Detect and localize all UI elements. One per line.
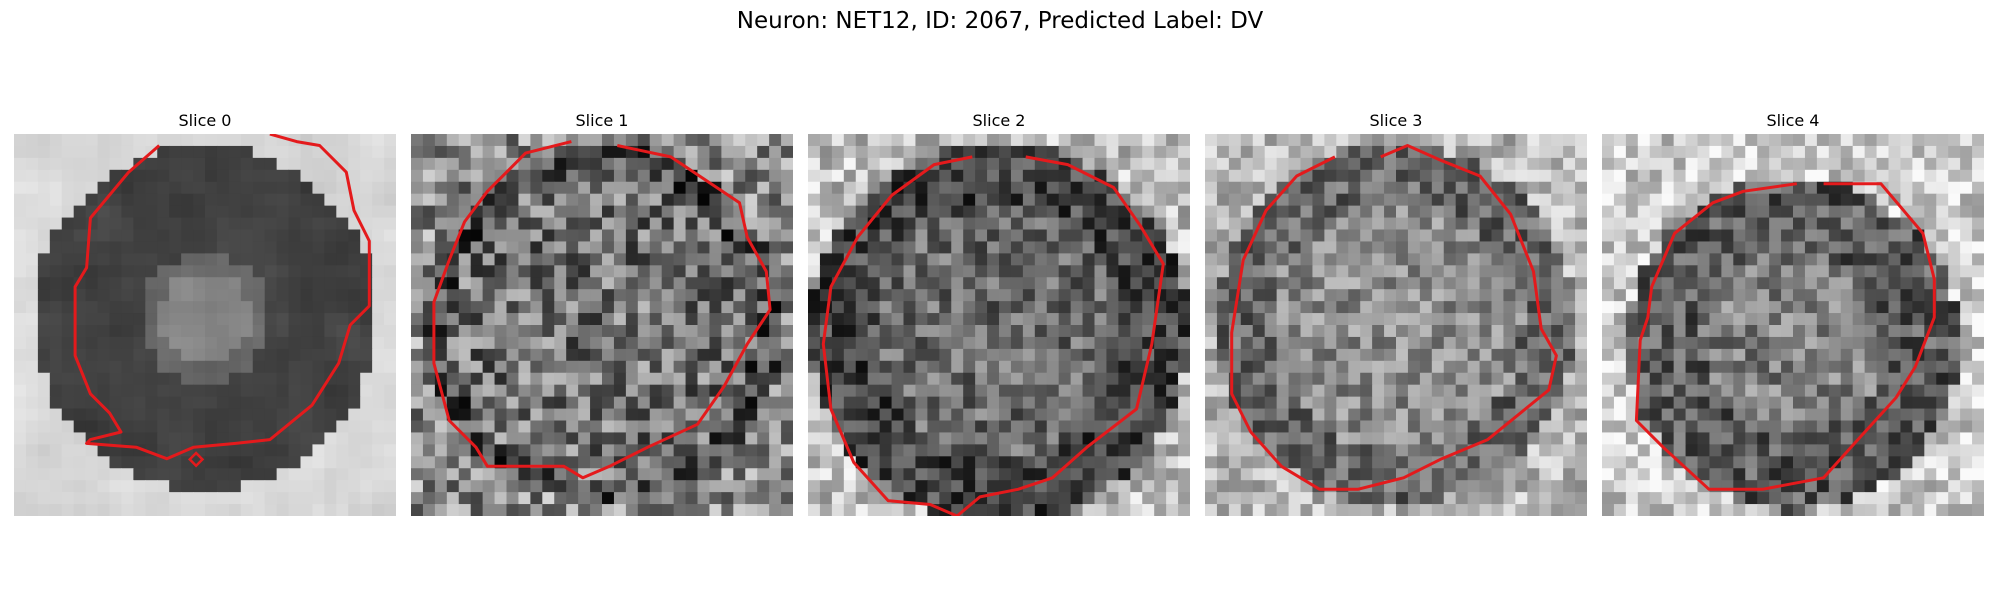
slice-image-1: [411, 134, 793, 516]
slice-image-2: [808, 134, 1190, 516]
slice-title-0: Slice 0: [178, 111, 232, 130]
slice-panel-3: Slice 3: [1205, 110, 1587, 516]
segmentation-contour-4: [1634, 182, 1936, 491]
figure-title: Neuron: NET12, ID: 2067, Predicted Label…: [736, 8, 1264, 34]
slice-title-2: Slice 2: [972, 111, 1026, 130]
slice-image-0: [14, 134, 396, 516]
pixel-grid-1: [411, 134, 793, 516]
segmentation-contour-3: [1230, 144, 1558, 491]
contour-island-0: [187, 451, 205, 468]
pixel-grid-4: [1602, 134, 1984, 516]
slice-title-4: Slice 4: [1766, 111, 1820, 130]
pixel-grid-2: [808, 134, 1190, 516]
slice-title-3: Slice 3: [1369, 111, 1423, 130]
slice-image-4: [1602, 134, 1984, 516]
pixel-grid-3: [1205, 134, 1587, 516]
slice-panel-4: Slice 4: [1602, 110, 1984, 516]
segmentation-contour-0: [73, 134, 371, 461]
segmentation-contour-1: [432, 140, 772, 480]
segmentation-contour-2: [821, 155, 1165, 516]
slice-panel-0: Slice 0: [14, 110, 396, 516]
slice-title-1: Slice 1: [575, 111, 629, 130]
pixel-grid-0: [14, 134, 396, 516]
slice-panel-2: Slice 2: [808, 110, 1190, 516]
slice-panel-1: Slice 1: [411, 110, 793, 516]
slice-image-3: [1205, 134, 1587, 516]
